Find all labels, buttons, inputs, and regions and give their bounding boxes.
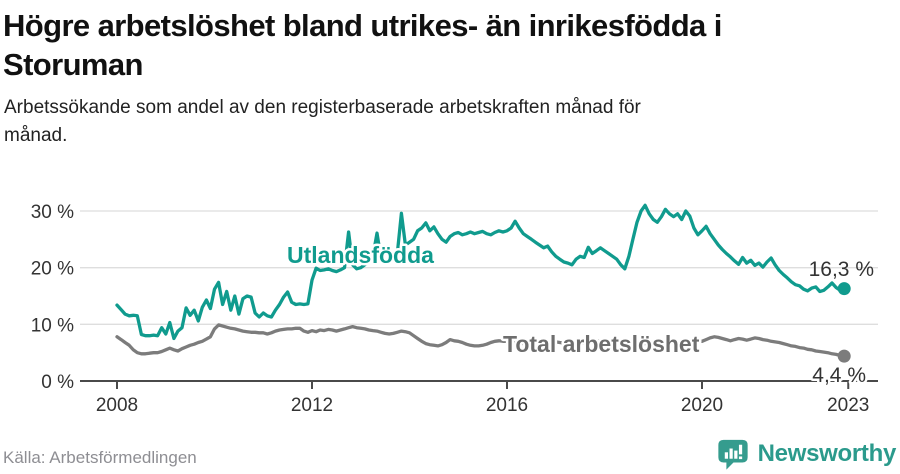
series-line-utlandsf-dda	[115, 203, 846, 341]
x-axis-tick-label: 2023	[827, 395, 869, 416]
series-end-dot	[837, 349, 851, 363]
data-series	[115, 203, 851, 363]
line-chart-canvas: 30 % 20 % 10 % 0 % 2008 2012 2016 2020 2023 Utl…	[31, 202, 878, 416]
y-axis-tick-label: 20 %	[31, 259, 74, 280]
source-attribution: Källa: Arbetsförmedlingen	[3, 448, 197, 467]
gridlines	[80, 210, 878, 325]
y-axis-tick-label: 0 %	[41, 372, 74, 393]
chart-subtitle: Arbetssökande som andel av den registerb…	[4, 97, 641, 146]
line-chart: 30 % 20 % 10 % 0 % 2008 2012 2016 2020 2023 Utl…	[0, 178, 900, 428]
y-axis-labels: 30 % 20 % 10 % 0 %	[31, 202, 74, 393]
end-value-total: 4,4 %	[812, 364, 866, 387]
x-axis-labels: 2008 2012 2016 2020 2023	[96, 395, 870, 416]
x-axis-tick-label: 2008	[96, 395, 138, 416]
x-axis-ticks	[116, 381, 850, 389]
series-end-dot	[837, 282, 851, 296]
y-axis-tick-label: 10 %	[31, 315, 74, 336]
x-axis-tick-label: 2012	[291, 395, 333, 416]
newsworthy-bar-chart-pin-icon	[717, 439, 748, 470]
newsworthy-logo: Newsworthy	[716, 437, 896, 471]
y-axis-tick-label: 30 %	[31, 202, 74, 223]
series-line-total-arbetsl-shet	[115, 323, 846, 358]
chart-header: Högre arbetslöshet bland utrikes- än inr…	[3, 6, 890, 149]
series-label-utlandsfodda: Utlandsfödda	[287, 242, 434, 268]
x-axis-tick-label: 2020	[681, 395, 723, 416]
end-value-utlandsfodda: 16,3 %	[809, 258, 874, 281]
series-label-total-arbetsloshet: Total arbetslöshet	[503, 331, 700, 357]
newsworthy-wordmark: Newsworthy	[757, 440, 897, 467]
chart-footer: Källa: Arbetsförmedlingen Newsworthy	[0, 430, 900, 474]
page-title: Högre arbetslöshet bland utrikes- än inr…	[3, 8, 722, 83]
x-axis-tick-label: 2016	[486, 395, 528, 416]
